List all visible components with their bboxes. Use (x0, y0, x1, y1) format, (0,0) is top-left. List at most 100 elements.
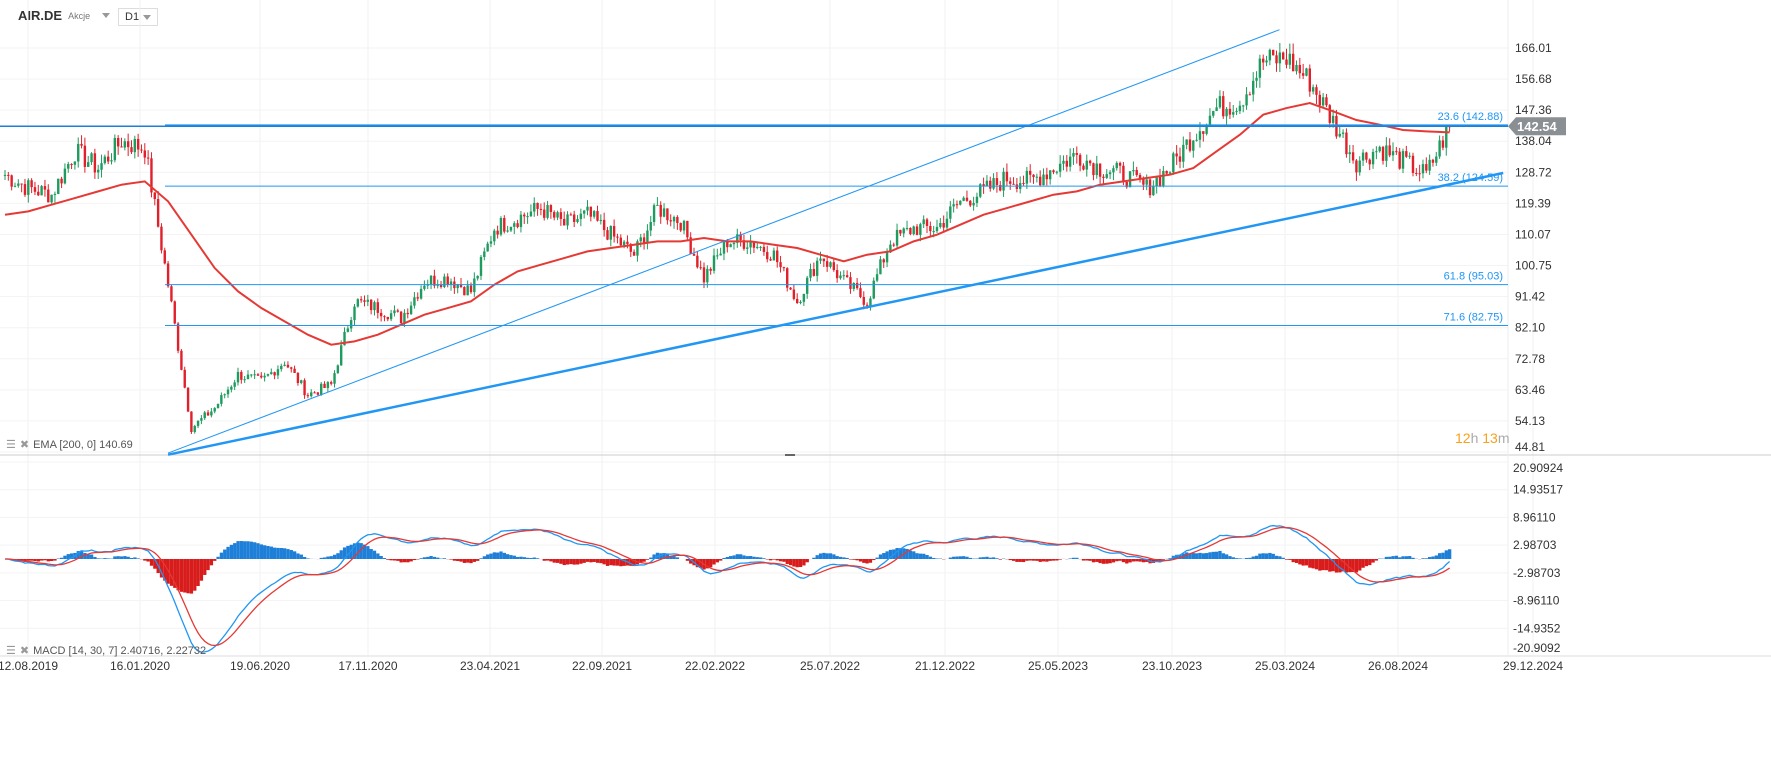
candle (20, 183, 23, 185)
macd-histogram-bar (442, 558, 447, 560)
candle (1068, 156, 1072, 167)
macd-histogram-bar (266, 546, 270, 560)
candle (296, 372, 300, 383)
candle (1168, 172, 1172, 174)
macd-histogram-bar (119, 556, 124, 560)
macd-histogram-bar (952, 556, 956, 560)
macd-histogram-bar (1361, 559, 1365, 568)
candle (646, 230, 649, 243)
macd-histogram-bar (1215, 551, 1219, 560)
candle (130, 147, 133, 153)
trendline[interactable] (167, 171, 1504, 456)
candle (1188, 139, 1192, 151)
macd-histogram-bar (223, 549, 227, 560)
macd-histogram-bar (602, 559, 606, 565)
candle (1368, 159, 1371, 165)
candle (1012, 183, 1015, 185)
candle (469, 285, 473, 293)
symbol-selector[interactable]: AIR.DE Akcje (18, 8, 111, 23)
macd-histogram-bar (496, 552, 500, 560)
candle (93, 153, 97, 173)
trendline[interactable] (167, 29, 1280, 454)
candle (240, 371, 243, 380)
candle (1208, 115, 1212, 126)
candle (1411, 155, 1415, 173)
settings-icon[interactable]: ☰ (6, 439, 16, 451)
candle (7, 174, 10, 176)
timeframe-select[interactable]: D1 (118, 8, 158, 26)
candle (310, 392, 313, 397)
macd-histogram-bar (812, 557, 816, 560)
macd-axis-label: -2.98703 (1513, 566, 1561, 580)
macd-histogram-bar (1238, 558, 1242, 560)
macd-histogram-bar (542, 559, 546, 561)
fib-level-label: 61.8 (95.03) (1444, 271, 1503, 283)
candle (1132, 169, 1135, 172)
candle (1395, 151, 1398, 153)
candle (100, 163, 103, 170)
candle (359, 299, 363, 301)
candle (1062, 160, 1065, 164)
candle (616, 236, 619, 238)
candle (250, 374, 253, 376)
macd-histogram-bar (1408, 556, 1412, 560)
candle (939, 222, 942, 227)
candle (1225, 108, 1228, 117)
candle (1065, 160, 1069, 167)
candle (290, 367, 293, 369)
macd-line (4, 524, 1451, 653)
candle (10, 175, 13, 187)
candle (1055, 171, 1059, 173)
close-icon[interactable]: ✖ (19, 439, 30, 451)
macd-histogram-bar (998, 559, 1002, 560)
candle (622, 241, 626, 246)
candle (572, 214, 576, 223)
macd-histogram-bar (745, 556, 749, 560)
candle (343, 331, 346, 346)
candle (260, 375, 263, 378)
candle (1082, 165, 1085, 170)
candle (995, 178, 999, 185)
candle (1105, 174, 1108, 178)
candle (186, 387, 190, 412)
macd-histogram-bar (642, 559, 646, 562)
macd-histogram-bar (1125, 559, 1129, 564)
date-axis-label: 29.12.2024 (1503, 659, 1563, 673)
macd-histogram-bar (575, 559, 580, 565)
candle (446, 276, 449, 285)
candle (70, 164, 73, 166)
macd-histogram-bar (1105, 559, 1109, 564)
macd-histogram-bar (93, 556, 97, 560)
price-axis-label: 147.36 (1515, 103, 1552, 117)
macd-histogram-bar (549, 559, 553, 562)
candle (606, 230, 609, 240)
candle (666, 208, 669, 221)
macd-histogram-bar (615, 559, 620, 566)
chevron-down-icon[interactable] (102, 13, 111, 18)
macd-histogram-bar (888, 549, 893, 560)
macd-histogram-bar (712, 559, 716, 565)
candle (1185, 139, 1188, 145)
candle (1202, 131, 1205, 134)
candle (1345, 132, 1348, 155)
macd-histogram-bar (276, 547, 280, 560)
macd-histogram-bar (253, 542, 257, 560)
candle (150, 158, 153, 193)
price-axis-label: 110.07 (1515, 227, 1551, 241)
candle (659, 204, 662, 217)
candle (1022, 183, 1025, 185)
candle (320, 383, 323, 395)
settings-icon[interactable]: ☰ (6, 645, 16, 657)
candle (349, 320, 353, 329)
candle (369, 299, 373, 311)
candle (413, 297, 416, 306)
candle (323, 383, 326, 389)
candle (553, 212, 556, 218)
close-icon[interactable]: ✖ (19, 645, 30, 657)
macd-axis-label: -14.9352 (1513, 621, 1561, 635)
candle (802, 293, 806, 302)
candle (1295, 64, 1298, 72)
macd-histogram-bar (1041, 559, 1046, 562)
